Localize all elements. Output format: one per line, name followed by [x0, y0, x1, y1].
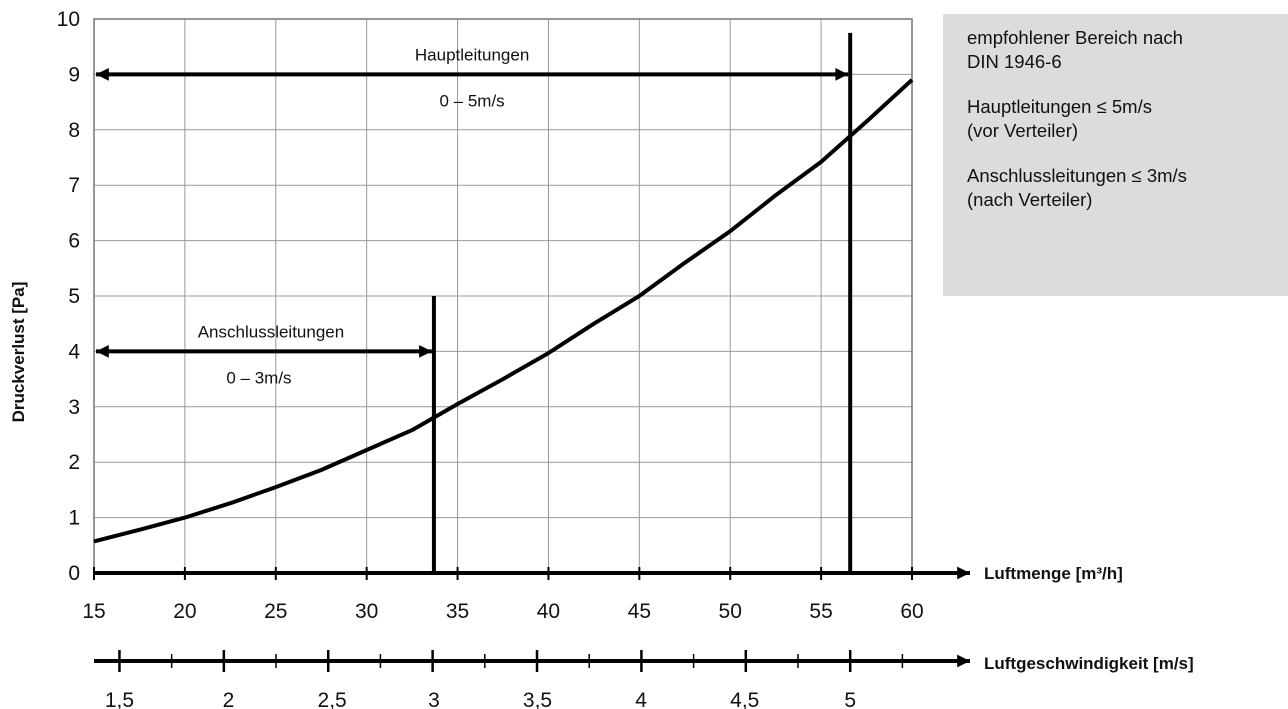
x-tick-label: 35 — [446, 600, 469, 623]
recommendation-box: empfohlener Bereich nach DIN 1946-6 Haup… — [943, 14, 1288, 296]
velocity-tick-label: 2,5 — [318, 689, 347, 709]
chart-axes — [94, 566, 970, 668]
recommendation-main-line1: Hauptleitungen ≤ 5m/s — [967, 96, 1152, 117]
x2-axis-title: Luftgeschwindigkeit [m/s] — [984, 654, 1194, 673]
y-tick-label: 4 — [68, 340, 80, 363]
y-tick-label: 1 — [68, 507, 80, 530]
x-axis-title: Luftmenge [m³/h] — [984, 564, 1123, 583]
recommendation-main: Hauptleitungen ≤ 5m/s (vor Verteiler) — [967, 95, 1288, 143]
velocity-tick-label: 2 — [223, 689, 235, 709]
y-axis-title: Druckverlust [Pa] — [9, 282, 28, 423]
x-tick-label: 40 — [537, 600, 560, 623]
x-tick-label: 55 — [809, 600, 832, 623]
x-tick-label: 45 — [628, 600, 651, 623]
recommendation-norm-line2: DIN 1946-6 — [967, 51, 1062, 72]
recommendation-norm-line1: empfohlener Bereich nach — [967, 27, 1183, 48]
velocity-tick-label: 3,5 — [523, 689, 552, 709]
y-tick-label: 10 — [57, 8, 80, 31]
x-tick-label: 15 — [82, 600, 105, 623]
range-arrow-speed: 0 – 5m/s — [439, 91, 504, 110]
recommendation-branch: Anschlussleitungen ≤ 3m/s (nach Verteile… — [967, 164, 1288, 212]
recommendation-branch-line2: (nach Verteiler) — [967, 189, 1093, 210]
marker-layer — [431, 32, 853, 573]
recommendation-main-line2: (vor Verteiler) — [967, 120, 1079, 141]
velocity-tick-label: 4 — [635, 689, 647, 709]
y-tick-label: 7 — [68, 174, 80, 197]
y-tick-label: 9 — [68, 63, 80, 86]
pressure-loss-curve — [93, 78, 914, 544]
y-tick-label: 8 — [68, 119, 80, 142]
chart-grid — [93, 18, 913, 573]
recommendation-branch-line1: Anschlussleitungen ≤ 3m/s — [967, 165, 1187, 186]
velocity-tick-label: 3 — [428, 689, 440, 709]
x-tick-label: 50 — [719, 600, 742, 623]
y-tick-label: 0 — [68, 562, 80, 585]
annotation-layer: Hauptleitungen 0 – 5m/s Anschlussleitungen… — [96, 45, 849, 387]
x-tick-label: 60 — [900, 600, 923, 623]
velocity-tick-label: 1,5 — [105, 689, 134, 709]
range-arrow-label: Hauptleitungen — [415, 45, 529, 64]
y-tick-label: 3 — [68, 396, 80, 419]
velocity-tick-label: 4,5 — [730, 689, 759, 709]
y-tick-label: 6 — [68, 230, 80, 253]
recommendation-norm: empfohlener Bereich nach DIN 1946-6 — [967, 26, 1288, 74]
velocity-tick-label: 5 — [844, 689, 856, 709]
x-tick-label: 30 — [355, 600, 378, 623]
range-arrow-label: Anschlussleitungen — [198, 322, 344, 341]
x-tick-label: 25 — [264, 600, 287, 623]
y-tick-label: 5 — [68, 285, 80, 308]
curve-layer — [93, 78, 914, 544]
x-tick-label: 20 — [173, 600, 196, 623]
range-arrow-speed: 0 – 3m/s — [226, 368, 291, 387]
y-tick-label: 2 — [68, 451, 80, 474]
plot-frame — [93, 18, 913, 573]
